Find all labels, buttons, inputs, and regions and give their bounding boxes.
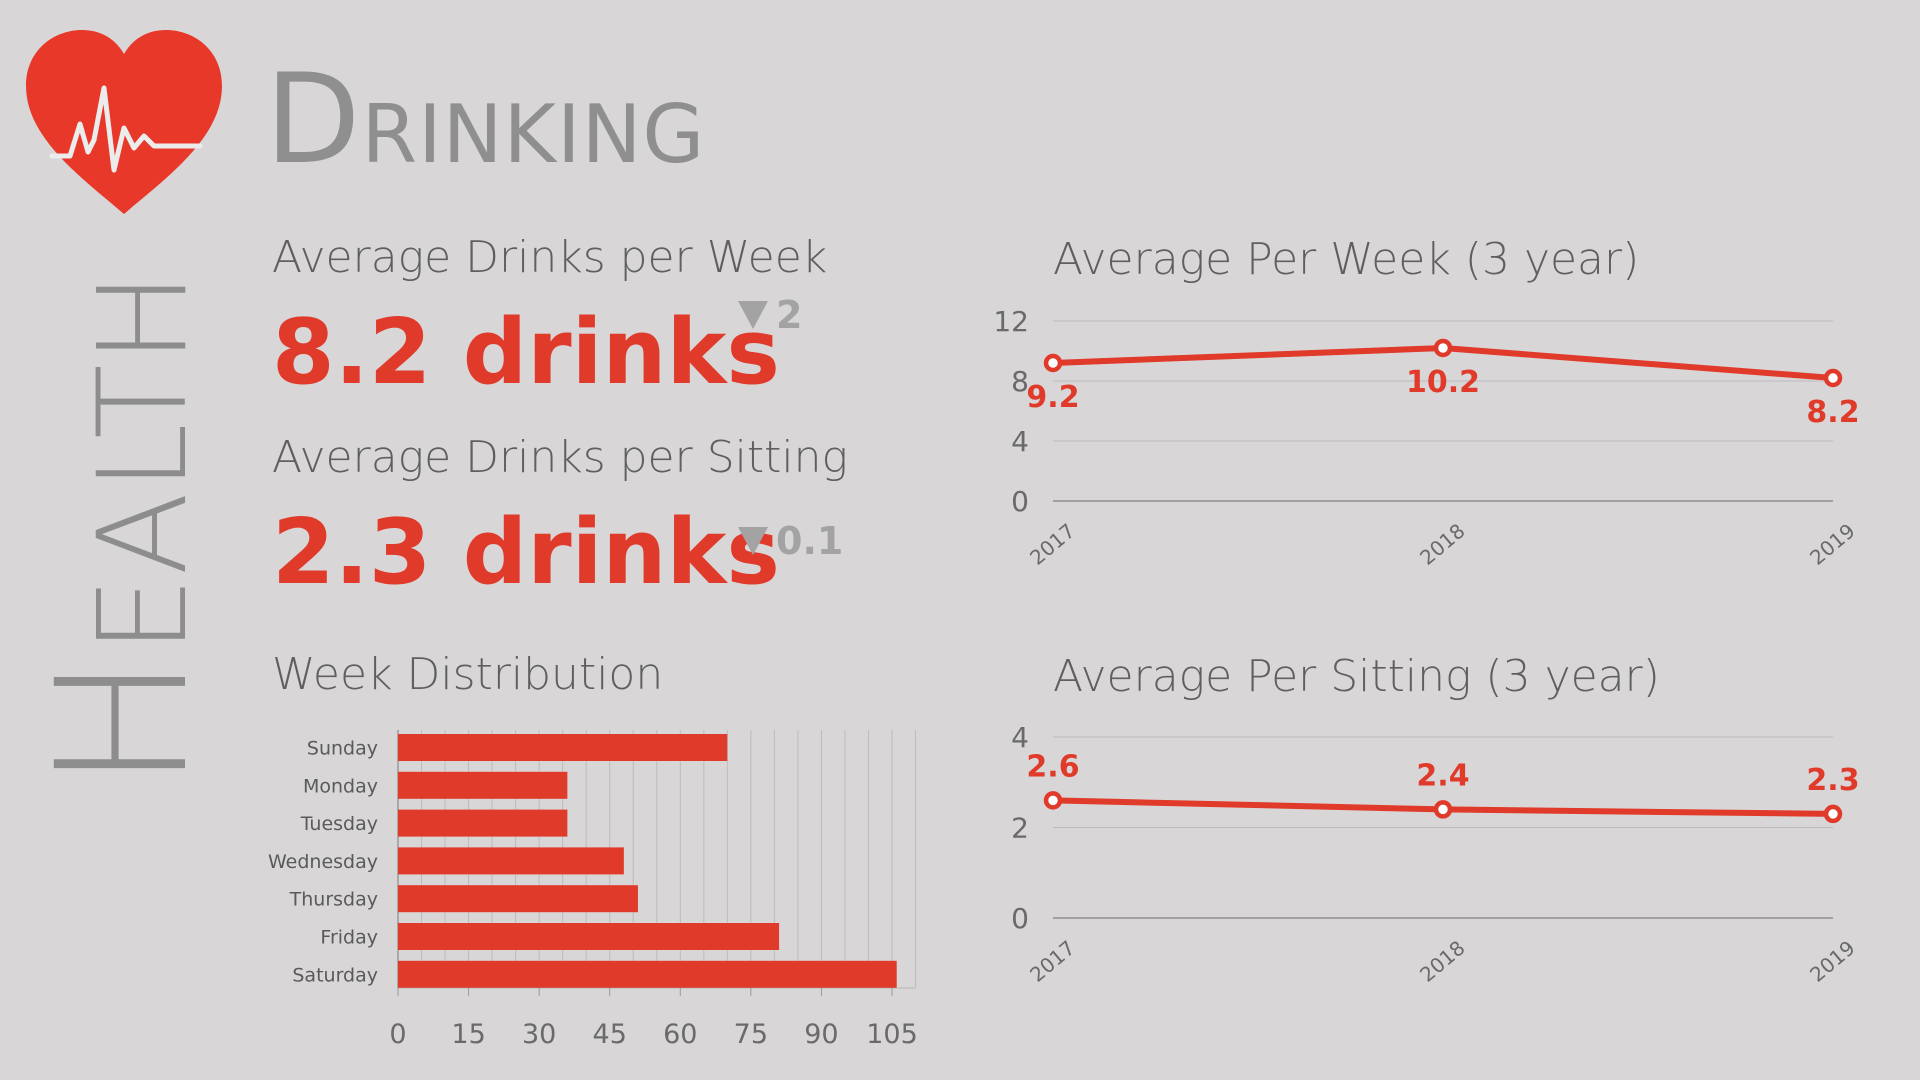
data-point [1823,368,1843,388]
data-point [1433,800,1453,819]
x-tick-label: 2019 [1805,936,1859,987]
x-tick-label: 2019 [1805,519,1859,570]
data-point [1823,804,1843,824]
metric-per-week-delta: 2 [738,296,802,334]
bar-category-label: Wednesday [268,851,378,873]
page-title: DRINKING [265,58,705,182]
bar-wednesday [398,847,624,875]
metric-per-sitting-delta-value: 0.1 [776,519,844,563]
x-tick-label: 105 [866,1019,918,1050]
bar-thursday [398,885,638,913]
bar-category-label: Sunday [307,738,378,760]
y-tick-label: 4 [1011,721,1029,754]
x-tick-label: 75 [734,1019,768,1050]
metric-per-week-value: 8.2 drinks [272,300,780,405]
data-label: 2.6 [1026,749,1079,784]
y-tick-label: 2 [1011,812,1029,845]
avg-per-sitting-title: Average Per Sitting (3 year) [1053,651,1660,702]
heart-pulse-icon [26,30,222,214]
y-tick-label: 0 [1011,485,1029,518]
bar-tuesday [398,809,568,837]
page-title-initial: D [265,48,362,192]
x-tick-label: 2017 [1025,519,1079,570]
avg-per-week-title: Average Per Week (3 year) [1053,234,1640,285]
data-point [1043,791,1063,810]
y-tick-label: 12 [993,305,1029,338]
y-tick-label: 4 [1011,425,1029,458]
data-label: 2.3 [1806,763,1859,798]
bar-category-label: Monday [303,775,378,797]
data-label: 2.4 [1416,758,1469,793]
data-label: 8.2 [1806,395,1859,430]
metric-per-sitting-delta: 0.1 [738,522,843,560]
x-tick-label: 60 [663,1019,697,1050]
y-tick-label: 0 [1011,902,1029,935]
week-distribution-title: Week Distribution [272,649,664,700]
x-tick-label: 30 [522,1019,556,1050]
x-tick-label: 90 [804,1019,838,1050]
x-tick-label: 15 [451,1019,485,1050]
bar-category-label: Saturday [292,964,378,986]
data-point [1433,338,1453,358]
bar-sunday [398,734,728,761]
metric-per-week-delta-value: 2 [776,293,803,337]
data-label: 9.2 [1026,380,1079,415]
data-label: 10.2 [1406,365,1480,400]
x-tick-label: 45 [593,1019,627,1050]
down-triangle-icon [738,301,768,329]
bar-friday [398,923,780,950]
bar-monday [398,771,568,799]
metric-per-sitting-label: Average Drinks per Sitting [272,432,848,483]
metric-per-week-label: Average Drinks per Week [272,232,828,283]
x-tick-label: 2017 [1025,936,1079,987]
y-tick-label: 8 [1011,365,1029,398]
metric-per-sitting-value: 2.3 drinks [272,500,780,605]
x-tick-label: 2018 [1415,519,1469,570]
x-tick-label: 2018 [1415,936,1469,987]
x-tick-label: 0 [389,1019,406,1050]
bar-category-label: Thursday [289,889,378,911]
data-point [1043,353,1063,373]
bar-category-label: Tuesday [300,813,378,835]
bar-category-label: Friday [320,927,378,949]
bar-saturday [398,960,897,988]
down-triangle-icon [738,527,768,555]
page-title-rest: RINKING [361,88,706,181]
